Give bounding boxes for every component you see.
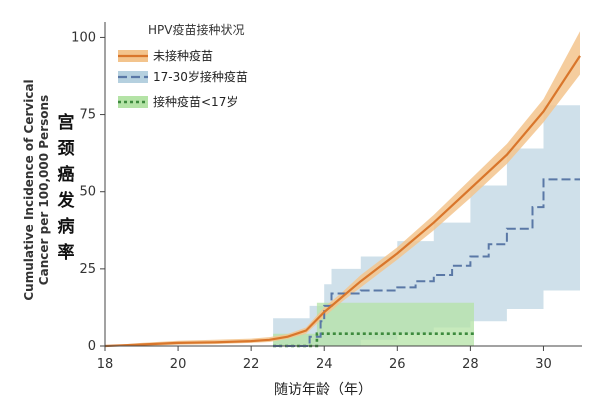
y-tick-label: 100 (71, 30, 96, 45)
x-tick-label: 18 (97, 357, 114, 372)
y-tick-label: 0 (88, 339, 96, 354)
x-tick-label: 22 (243, 357, 260, 372)
y-axis-label-line2: Cancer per 100,000 Persons (37, 95, 51, 285)
line-17-30 (273, 178, 580, 347)
y-axis-label-chinese-char: 宫 (58, 112, 75, 133)
axis-labels: Cumulative Incidence of Cervical Cancer … (22, 79, 372, 398)
legend-item-unvaccinated: 未接种疫苗 (118, 48, 213, 63)
legend-label-17-30: 17-30岁接种疫苗 (153, 69, 248, 84)
y-tick-label: 75 (79, 108, 96, 123)
legend: HPV疫苗接种状况 未接种疫苗 17-30岁接种疫苗 接种疫苗<17岁 (118, 22, 248, 109)
x-tick-label: 24 (316, 357, 333, 372)
y-axis-label-chinese: 宫颈癌发病率 (57, 112, 76, 263)
y-axis-label-line1: Cumulative Incidence of Cervical (22, 79, 36, 300)
y-tick-label: 25 (79, 262, 96, 277)
x-axis-label: 随访年龄（年） (274, 382, 372, 398)
y-tick-label: 50 (79, 185, 96, 200)
x-tick-label: 30 (535, 357, 552, 372)
legend-label-unvaccinated: 未接种疫苗 (153, 48, 213, 63)
legend-label-under-17: 接种疫苗<17岁 (153, 94, 238, 109)
axes: 18 20 22 24 26 28 30 0 25 50 75 100 (71, 22, 582, 372)
x-tick-label: 20 (170, 357, 187, 372)
band-17-30 (273, 49, 580, 347)
y-axis-label-chinese-char: 颈 (58, 139, 75, 159)
x-tick-label: 28 (462, 357, 479, 372)
y-axis-label-chinese-char: 病 (58, 216, 75, 237)
y-axis-label-chinese-char: 癌 (58, 164, 75, 185)
legend-item-under-17: 接种疫苗<17岁 (118, 94, 238, 109)
line-unvaccinated (104, 55, 581, 348)
y-axis-label-chinese-char: 发 (57, 190, 76, 211)
legend-item-17-30: 17-30岁接种疫苗 (118, 69, 248, 84)
x-tick-label: 26 (389, 357, 406, 372)
legend-title: HPV疫苗接种状况 (148, 22, 244, 37)
y-axis-label-chinese-char: 率 (58, 242, 75, 263)
